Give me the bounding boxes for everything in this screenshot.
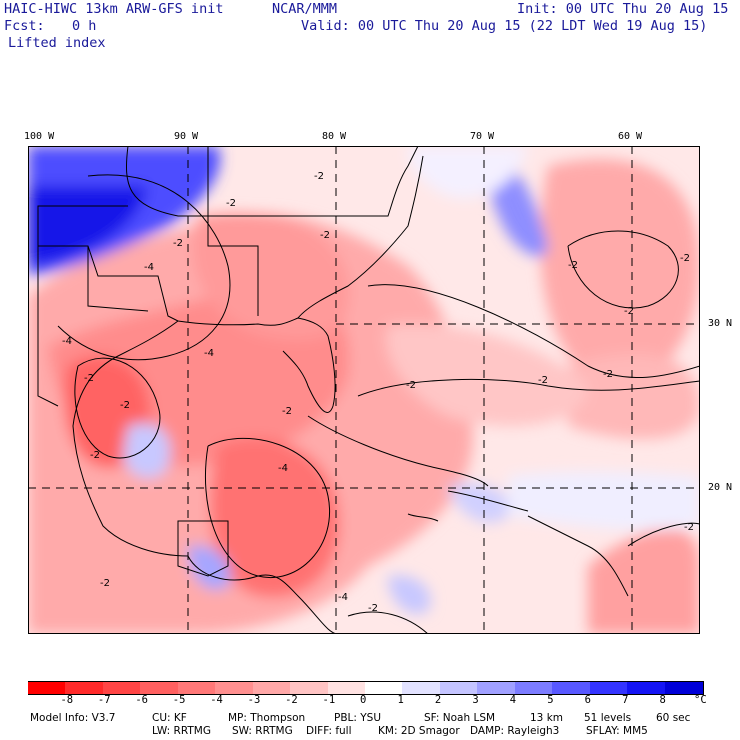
contour-label: -2 bbox=[624, 306, 634, 317]
contour-label: -2 bbox=[603, 369, 613, 380]
contour-label-group: -2 -4 -2 -2 -2 -4 -2 -2 -4 -2 -2 -4 -2 -… bbox=[62, 171, 694, 614]
contours bbox=[57, 174, 700, 634]
colorbar-cell bbox=[140, 681, 180, 695]
contour-label: -2 bbox=[90, 450, 100, 461]
lon-label-60w: 60 W bbox=[618, 131, 643, 142]
valid-time: Valid: 00 UTC Thu 20 Aug 15 (22 LDT Wed … bbox=[301, 18, 708, 34]
contour-label: -2 bbox=[120, 400, 130, 411]
colorbar-tick-label: 6 bbox=[584, 694, 591, 706]
forecast-label: Fcst: bbox=[4, 18, 45, 34]
contour-label: -4 bbox=[62, 336, 72, 347]
contour-label: -2 bbox=[406, 380, 416, 391]
contour-label: -2 bbox=[680, 253, 690, 264]
contour-label: -2 bbox=[314, 171, 324, 182]
colorbar-tick-label: -4 bbox=[210, 694, 223, 706]
colorbar-tick-label: -3 bbox=[247, 694, 261, 706]
model-info-timestep: 60 sec bbox=[656, 712, 691, 724]
colorbar-tick-label: -1 bbox=[322, 694, 336, 706]
colorbar-cell bbox=[215, 681, 255, 695]
lon-label-100w: 100 W bbox=[24, 131, 55, 142]
colorbar-tick-label: 3 bbox=[472, 694, 479, 706]
model-info-mp: MP: Thompson bbox=[228, 712, 306, 724]
colorbar-tick-label: 0 bbox=[360, 694, 367, 706]
lifted-index-map: -2 -4 -2 -2 -2 -4 -2 -2 -4 -2 -2 -4 -2 -… bbox=[28, 146, 700, 634]
field-name: Lifted index bbox=[8, 35, 106, 51]
colorbar: -8 -7 -6 -5 -4 -3 -2 -1 0 1 2 3 4 5 6 7 8 bbox=[28, 681, 704, 711]
colorbar-cell bbox=[290, 681, 330, 695]
contour-label: -4 bbox=[144, 262, 154, 273]
colorbar-cell bbox=[402, 681, 442, 695]
forecast-hour: 0 h bbox=[72, 18, 97, 34]
colorbar-cell bbox=[327, 681, 367, 695]
colorbar-tick-label: 7 bbox=[622, 694, 629, 706]
model-info-pbl: PBL: YSU bbox=[334, 712, 382, 724]
model-info-damp: DAMP: Rayleigh3 bbox=[470, 725, 560, 737]
colorbar-cell bbox=[252, 681, 292, 695]
colorbar-tick-label: -8 bbox=[60, 694, 74, 706]
colorbar-tick-label: -7 bbox=[97, 694, 111, 706]
lon-label-80w: 80 W bbox=[322, 131, 347, 142]
contour-label: -2 bbox=[282, 406, 292, 417]
organization-label: NCAR/MMM bbox=[272, 1, 338, 17]
colorbar-tick-label: -5 bbox=[172, 694, 186, 706]
contour-label: -4 bbox=[204, 348, 214, 359]
lon-label-70w: 70 W bbox=[470, 131, 495, 142]
colorbar-tick-label: 8 bbox=[659, 694, 666, 706]
model-info-version: Model Info: V3.7 bbox=[30, 712, 116, 724]
colorbar-tick-label: -2 bbox=[285, 694, 298, 706]
colorbar-cell bbox=[365, 681, 404, 695]
map-frame bbox=[28, 146, 700, 634]
colorbar-cell bbox=[589, 681, 629, 695]
contour-label: -2 bbox=[100, 578, 110, 589]
model-info-levels: 51 levels bbox=[584, 712, 632, 724]
colorbar-tick-label: 1 bbox=[397, 694, 404, 706]
colorbar-cell bbox=[28, 681, 67, 695]
lat-label-30n: 30 N bbox=[708, 318, 733, 329]
model-info-sf: SF: Noah LSM bbox=[424, 712, 496, 724]
model-info-sw: SW: RRTMG bbox=[232, 725, 293, 737]
contour-label: -4 bbox=[338, 592, 348, 603]
model-info-lw: LW: RRTMG bbox=[152, 725, 211, 737]
model-info-km: KM: 2D Smagor bbox=[378, 725, 460, 737]
contour-label: -2 bbox=[368, 603, 378, 614]
contour-label: -2 bbox=[320, 230, 330, 241]
colorbar-cell bbox=[477, 681, 517, 695]
contour-label: -2 bbox=[84, 373, 94, 384]
contour-label: -2 bbox=[538, 375, 548, 386]
graticule bbox=[28, 146, 700, 634]
lon-label-90w: 90 W bbox=[174, 131, 199, 142]
colorbar-unit: °C bbox=[694, 694, 707, 706]
contour-label: -2 bbox=[568, 260, 578, 271]
model-info-resolution: 13 km bbox=[530, 712, 564, 724]
colorbar-cell bbox=[627, 681, 667, 695]
colorbar-cell bbox=[664, 681, 704, 695]
contour-label: -2 bbox=[173, 238, 183, 249]
colorbar-tick-label: 2 bbox=[434, 694, 442, 706]
contour-label: -2 bbox=[684, 522, 694, 533]
colorbar-tick-label: 5 bbox=[547, 694, 554, 706]
model-info-diff: DIFF: full bbox=[306, 725, 352, 737]
contour-label: -4 bbox=[278, 463, 288, 474]
colorbar-tick-label: -6 bbox=[135, 694, 148, 706]
model-info-sflay: SFLAY: MM5 bbox=[586, 725, 648, 737]
colorbar-cell bbox=[552, 681, 592, 695]
lat-label-20n: 20 N bbox=[708, 482, 733, 493]
init-time: Init: 00 UTC Thu 20 Aug 15 bbox=[517, 1, 729, 17]
model-info-cu: CU: KF bbox=[152, 712, 187, 724]
colorbar-cell bbox=[177, 681, 217, 695]
lifted-index-shading bbox=[28, 146, 700, 634]
model-title: HAIC-HIWC 13km ARW-GFS init bbox=[4, 1, 224, 17]
colorbar-tick-label: 4 bbox=[509, 694, 517, 706]
colorbar-cell bbox=[102, 681, 142, 695]
colorbar-cell bbox=[514, 681, 554, 695]
colorbar-cell bbox=[65, 681, 105, 695]
colorbar-cell bbox=[439, 681, 479, 695]
contour-label: -2 bbox=[226, 198, 236, 209]
